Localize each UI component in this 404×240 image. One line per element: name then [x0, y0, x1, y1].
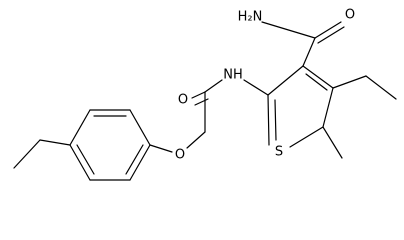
atom-label: O	[175, 148, 185, 163]
bonds	[13, 21, 397, 181]
atom-label: O	[178, 93, 188, 108]
atom-label: S	[275, 145, 283, 160]
atom-label: H₂N	[238, 10, 263, 25]
atom-label: NH	[223, 68, 243, 83]
atom-label: O	[345, 8, 355, 23]
molecule-diagram: H₂N O NH O S O	[13, 8, 397, 181]
